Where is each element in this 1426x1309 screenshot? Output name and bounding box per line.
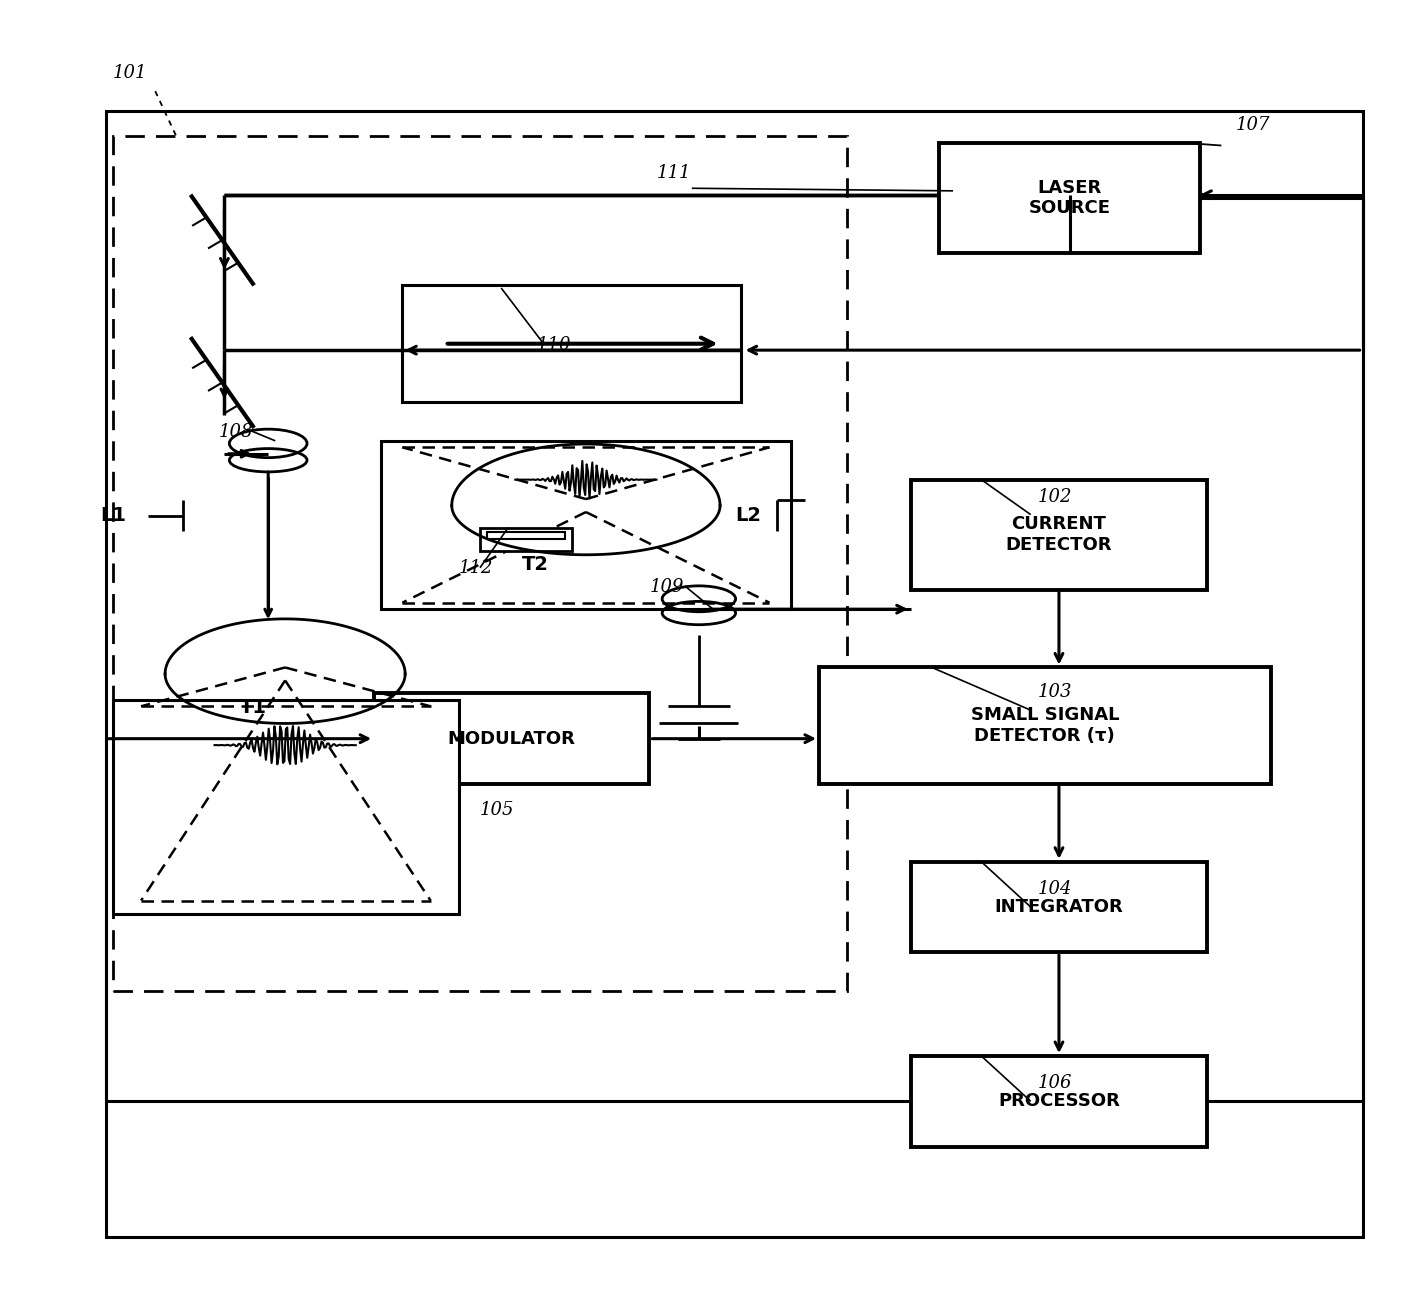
Text: 109: 109 — [649, 579, 684, 597]
Text: PROCESSOR: PROCESSOR — [998, 1092, 1119, 1110]
Text: 107: 107 — [1235, 117, 1271, 134]
Text: MODULATOR: MODULATOR — [448, 729, 576, 747]
Text: 105: 105 — [481, 801, 515, 819]
Text: L2: L2 — [736, 507, 761, 525]
Bar — [402, 285, 742, 402]
Text: SMALL SIGNAL
DETECTOR (τ): SMALL SIGNAL DETECTOR (τ) — [971, 707, 1119, 745]
Bar — [113, 136, 847, 991]
Bar — [819, 668, 1271, 784]
Bar — [374, 694, 649, 784]
Text: 108: 108 — [218, 423, 254, 441]
Bar — [938, 143, 1201, 253]
Text: T2: T2 — [522, 555, 549, 575]
Bar — [911, 861, 1208, 953]
Text: T1: T1 — [240, 698, 267, 717]
Bar — [381, 441, 790, 609]
Text: 110: 110 — [536, 336, 570, 355]
Bar — [481, 528, 572, 551]
Text: LASER
SOURCE: LASER SOURCE — [1028, 178, 1111, 217]
Text: 102: 102 — [1038, 488, 1072, 505]
Text: 103: 103 — [1038, 683, 1072, 702]
Text: 106: 106 — [1038, 1075, 1072, 1093]
Text: CURRENT
DETECTOR: CURRENT DETECTOR — [1005, 516, 1112, 554]
Text: 112: 112 — [459, 559, 493, 577]
Text: 101: 101 — [113, 64, 147, 82]
Bar — [106, 110, 1363, 1237]
Text: L1: L1 — [100, 507, 125, 525]
Bar — [911, 1056, 1208, 1147]
Text: INTEGRATOR: INTEGRATOR — [994, 898, 1124, 916]
Bar — [488, 533, 565, 539]
Bar — [113, 700, 459, 914]
Bar — [911, 479, 1208, 590]
Text: 104: 104 — [1038, 880, 1072, 898]
Text: 111: 111 — [656, 164, 692, 182]
